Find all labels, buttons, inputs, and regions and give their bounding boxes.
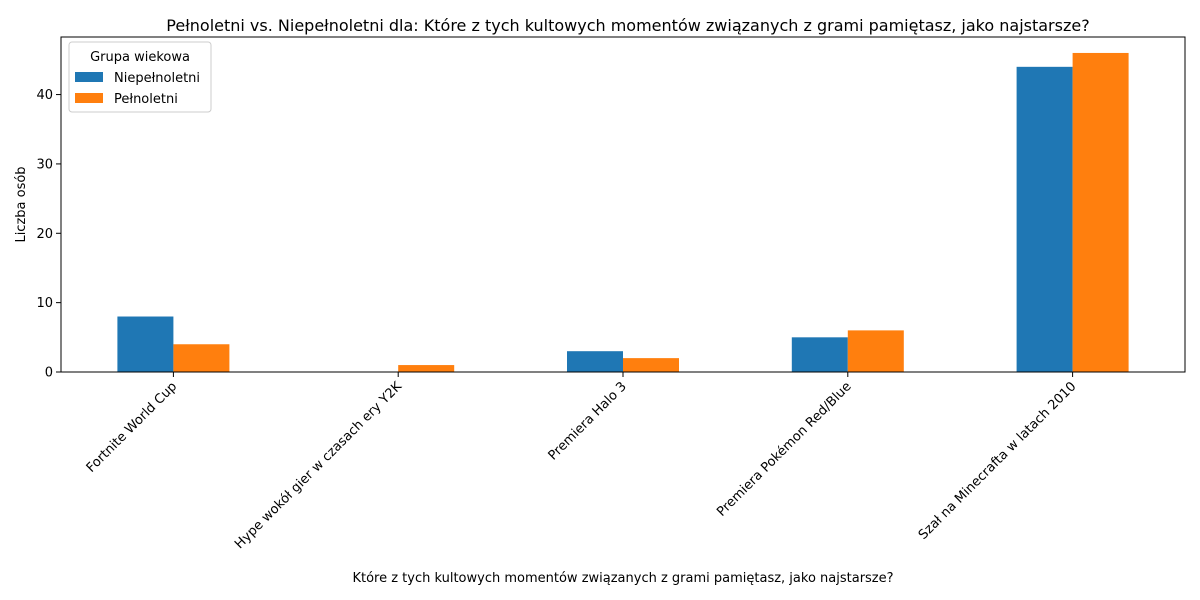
legend-swatch-pelnoletni	[75, 93, 103, 103]
x-tick-label-1: Hype wokół gier w czasach ery Y2K	[232, 379, 405, 552]
y-tick-label-3: 30	[36, 157, 53, 172]
y-tick-label-0: 0	[45, 366, 53, 381]
legend-box	[68, 41, 212, 113]
legend-label-pelnoletni: Pełnoletni	[114, 92, 178, 107]
bar-pelnoletni-1	[398, 365, 455, 372]
y-tick-label-4: 40	[36, 88, 53, 103]
plot-frame	[60, 36, 1186, 373]
y-axis: 0 10 20 30 40	[36, 88, 61, 381]
bar-niepelnoletni-3	[791, 337, 848, 372]
legend-title: Grupa wiekowa	[90, 50, 190, 65]
x-tick-label-4: Szał na Minecrafta w latach 2010	[916, 379, 1080, 543]
x-tick-label-3: Premiera Pokémon Red/Blue	[714, 379, 854, 519]
legend: Grupa wiekowa Niepełnoletni Pełnoletni	[68, 41, 212, 113]
y-axis-label: Liczba osób	[14, 166, 29, 242]
x-axis-label: Które z tych kultowych momentów związany…	[352, 571, 893, 586]
bar-niepelnoletni-4	[1016, 66, 1073, 373]
chart-title: Pełnoletni vs. Niepełnoletni dla: Które …	[166, 16, 1089, 35]
x-tick-label-2: Premiera Halo 3	[546, 379, 630, 463]
legend-swatch-niepelnoletni	[75, 72, 103, 82]
bars-layer	[117, 52, 1129, 373]
bar-pelnoletni-0	[173, 344, 230, 372]
legend-label-niepelnoletni: Niepełnoletni	[114, 71, 200, 86]
bar-pelnoletni-4	[1072, 52, 1129, 372]
y-tick-label-1: 10	[36, 296, 53, 311]
bar-niepelnoletni-2	[567, 351, 623, 372]
y-tick-label-2: 20	[36, 227, 53, 242]
x-tick-label-0: Fortnite World Cup	[84, 379, 180, 475]
bar-niepelnoletni-0	[117, 316, 174, 372]
x-axis: Fortnite World Cup Hype wokół gier w czas…	[84, 372, 1080, 552]
bar-pelnoletni-3	[847, 330, 904, 372]
bar-pelnoletni-2	[623, 358, 679, 372]
